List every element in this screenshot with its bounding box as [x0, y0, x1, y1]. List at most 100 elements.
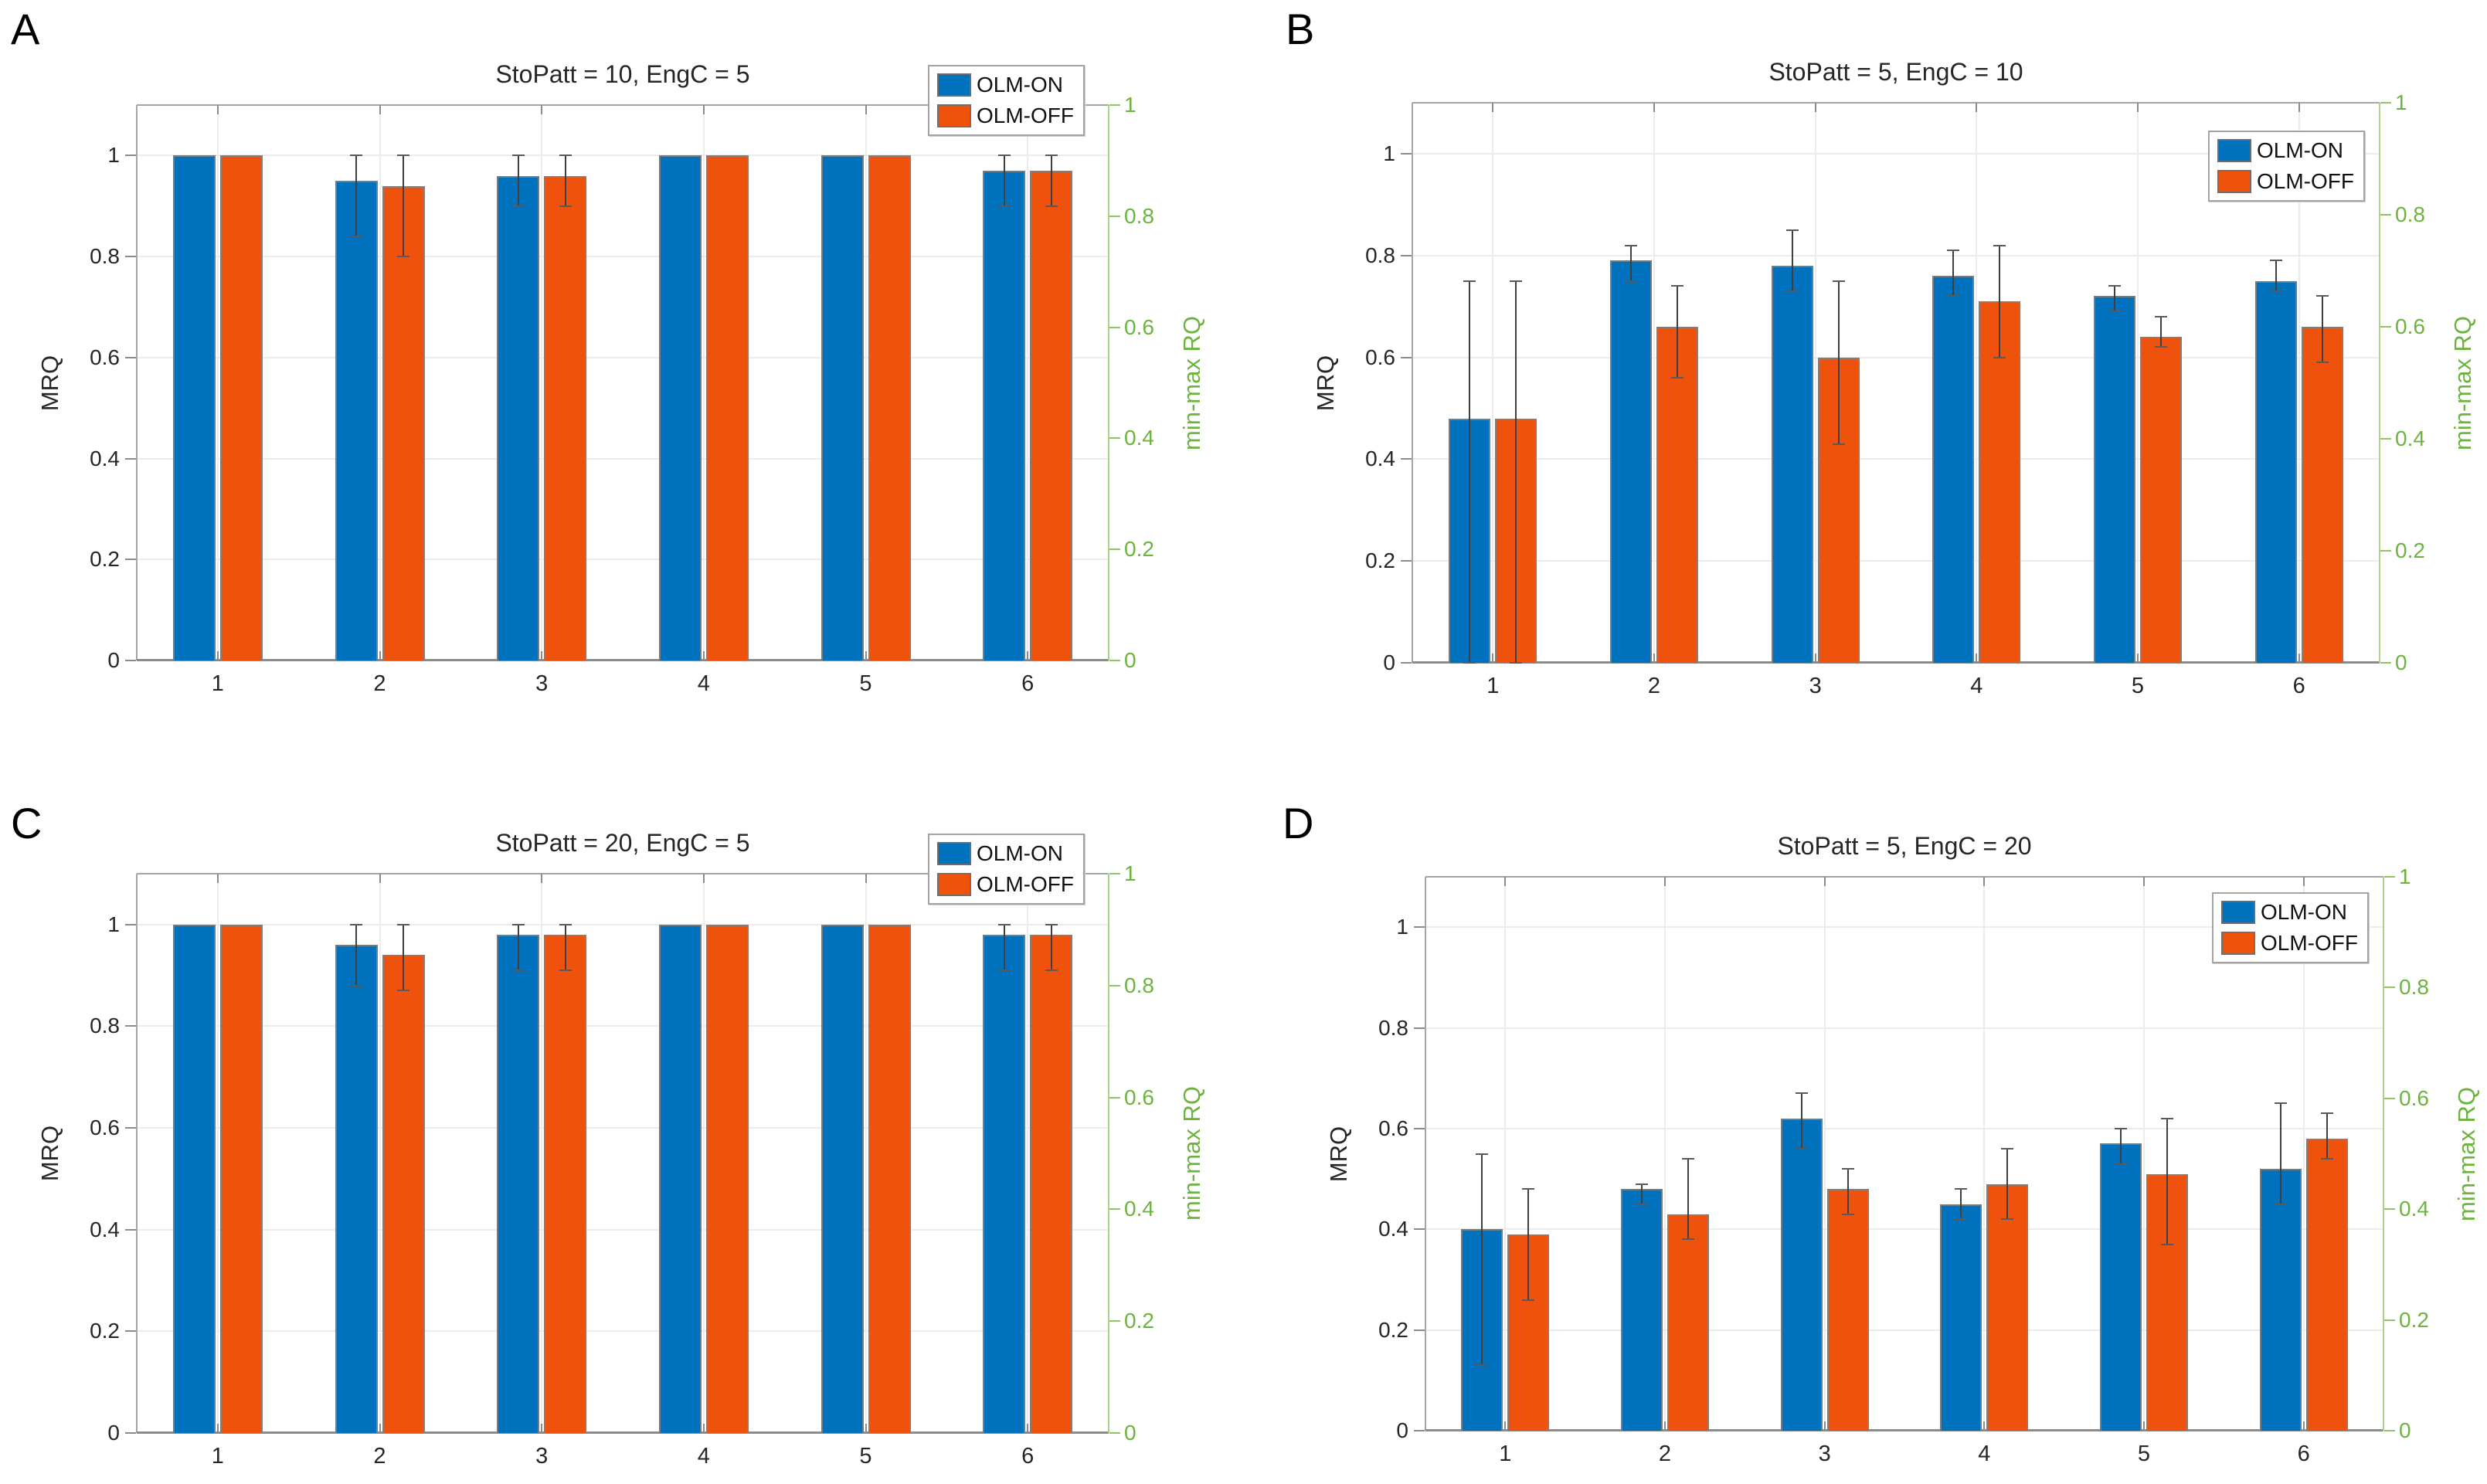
- x-tick-label: 6: [1021, 1444, 1035, 1469]
- panel-title: StoPatt = 5, EngC = 10: [1768, 58, 2023, 86]
- x-tick-bottom: [865, 1424, 867, 1433]
- error-bar-cap-top: [2274, 1102, 2287, 1105]
- error-bar: [2120, 1128, 2122, 1164]
- gridline-h: [137, 155, 1109, 157]
- bar-olm-on-group-5: [2094, 296, 2135, 663]
- error-bar-cap-bottom: [350, 984, 362, 987]
- x-tick-top: [2302, 877, 2305, 886]
- bar-olm-off-group-1: [219, 155, 263, 660]
- error-bar-cap-top: [1671, 285, 1683, 287]
- x-tick-top: [2298, 103, 2300, 112]
- error-bar-cap-top: [1955, 1188, 1968, 1190]
- x-tick-label: 5: [2131, 674, 2145, 698]
- left-tick: [1414, 1430, 1425, 1431]
- gridline-h: [1412, 356, 2380, 358]
- right-tick-label: 0: [1124, 1421, 1136, 1445]
- left-tick-label: 0.8: [1365, 243, 1395, 267]
- error-bar-cap-top: [2155, 315, 2167, 318]
- error-bar: [403, 924, 404, 991]
- bottom-spine: [1425, 1429, 2383, 1431]
- bar-olm-on-group-6: [2254, 280, 2297, 663]
- gridline-v: [541, 105, 543, 660]
- error-bar-cap-top: [350, 923, 362, 925]
- bar-olm-off-group-4: [705, 924, 749, 1433]
- bar-olm-off-group-6: [2301, 327, 2343, 663]
- bar-olm-on-group-1: [172, 924, 216, 1433]
- y-axis-label-right: min-max RQ: [1178, 1086, 1205, 1221]
- gridline-v: [379, 874, 381, 1433]
- bar-olm-on-group-3: [1780, 1118, 1823, 1431]
- bar-olm-off-group-4: [1979, 301, 2021, 663]
- olm-on-swatch-icon: [937, 73, 971, 97]
- left-tick: [1401, 254, 1412, 256]
- right-tick-label: 0.6: [2399, 1085, 2429, 1110]
- error-bar: [1003, 924, 1005, 971]
- x-tick-bottom: [2143, 1421, 2145, 1431]
- legend-item-olm-on: OLM-ON: [937, 841, 1074, 866]
- error-bar: [1837, 280, 1840, 444]
- right-tick-label: 1: [1124, 93, 1136, 117]
- x-tick-label: 2: [1658, 1442, 1672, 1466]
- bar-olm-off-group-4: [1986, 1183, 2029, 1431]
- bar-olm-on-group-4: [1932, 276, 1975, 663]
- x-tick-top: [1504, 877, 1507, 886]
- left-tick-label: 0.2: [1365, 548, 1395, 573]
- error-bar-cap-bottom: [1045, 970, 1058, 972]
- right-spine: [1108, 105, 1109, 660]
- error-bar-cap-top: [511, 155, 525, 157]
- error-bar-cap-top: [397, 155, 409, 157]
- x-tick-top: [379, 105, 381, 114]
- error-bar: [1687, 1159, 1689, 1240]
- x-tick-bottom: [379, 651, 381, 660]
- gridline-h: [137, 356, 1109, 358]
- right-tick: [2384, 876, 2395, 878]
- legend-item-olm-on: OLM-ON: [2217, 138, 2354, 163]
- error-bar: [1999, 245, 2001, 358]
- error-bar-cap-bottom: [1625, 280, 1637, 282]
- left-tick: [125, 1432, 136, 1434]
- right-tick: [1109, 548, 1120, 551]
- bar-olm-off-group-5: [868, 924, 911, 1433]
- right-tick-label: 0.2: [2395, 538, 2425, 562]
- bar-olm-off-group-3: [1826, 1189, 1869, 1431]
- error-bar: [2326, 1113, 2328, 1159]
- x-tick-bottom: [1823, 1421, 1826, 1431]
- bar-olm-on-group-3: [497, 934, 540, 1433]
- x-tick-label: 4: [697, 1444, 710, 1469]
- left-tick: [125, 1025, 136, 1027]
- bar-olm-off-group-3: [544, 175, 587, 660]
- x-tick-top: [702, 874, 705, 883]
- x-tick-label: 1: [211, 671, 224, 696]
- error-bar-cap-top: [1841, 1168, 1854, 1170]
- x-tick-label: 5: [859, 1444, 872, 1469]
- panel-letter-A: A: [11, 5, 40, 53]
- bar-olm-off-group-2: [1656, 327, 1698, 663]
- bar-olm-on-group-4: [658, 924, 702, 1433]
- error-bar-cap-top: [1625, 244, 1637, 246]
- x-tick-bottom: [2302, 1421, 2305, 1431]
- y-axis-label-right: min-max RQ: [2449, 315, 2476, 450]
- right-tick: [1109, 984, 1120, 987]
- error-bar-cap-bottom: [1832, 443, 1845, 445]
- right-tick: [1109, 1096, 1120, 1099]
- left-tick-label: 0.2: [1378, 1317, 1408, 1342]
- gridline-h: [137, 1025, 1109, 1027]
- left-tick: [125, 1228, 136, 1231]
- right-tick-label: 0.8: [2399, 975, 2429, 1000]
- right-tick-label: 0.2: [1124, 1309, 1154, 1333]
- error-bar: [1800, 1093, 1802, 1149]
- plot-area-A: 0 0.2 0.4 0.6 0.8 1 0 0.2 0.4 0.6 0.8 1 1 2 3 4 5 6: [90, 93, 1154, 696]
- y-axis-label-left: MRQ: [36, 355, 63, 411]
- bar-olm-off-group-6: [1030, 934, 1073, 1433]
- gridline-h: [1412, 560, 2380, 562]
- right-spine: [2379, 103, 2380, 663]
- right-tick: [1109, 660, 1120, 661]
- error-bar: [517, 155, 519, 206]
- bar-olm-off-group-2: [382, 955, 425, 1433]
- right-tick-label: 0.6: [1124, 1085, 1154, 1109]
- gridline-h: [1425, 1127, 2383, 1129]
- right-tick: [2384, 1097, 2395, 1099]
- right-spine: [2383, 877, 2384, 1431]
- left-tick: [1414, 926, 1425, 929]
- right-tick: [1109, 437, 1120, 440]
